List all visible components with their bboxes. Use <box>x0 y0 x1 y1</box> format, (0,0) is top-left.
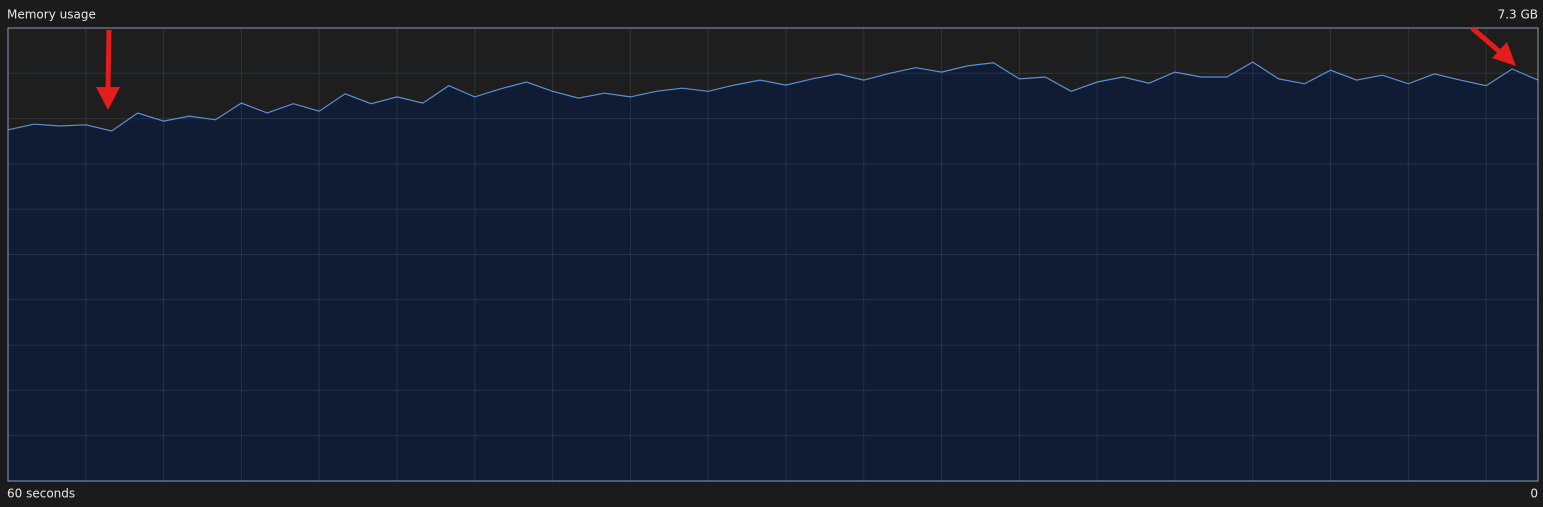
graph-title: Memory usage <box>7 8 96 22</box>
annotation-arrow <box>96 26 1516 110</box>
x-tick-label: 60 seconds <box>7 487 75 501</box>
plot-area <box>7 27 1539 482</box>
memory-area <box>8 62 1538 481</box>
x-tick-label: 0 <box>1530 487 1538 501</box>
plot-border <box>7 27 1539 482</box>
memory-line <box>7 61 1539 132</box>
y-tick-label: 7.3 GB <box>1498 8 1538 22</box>
